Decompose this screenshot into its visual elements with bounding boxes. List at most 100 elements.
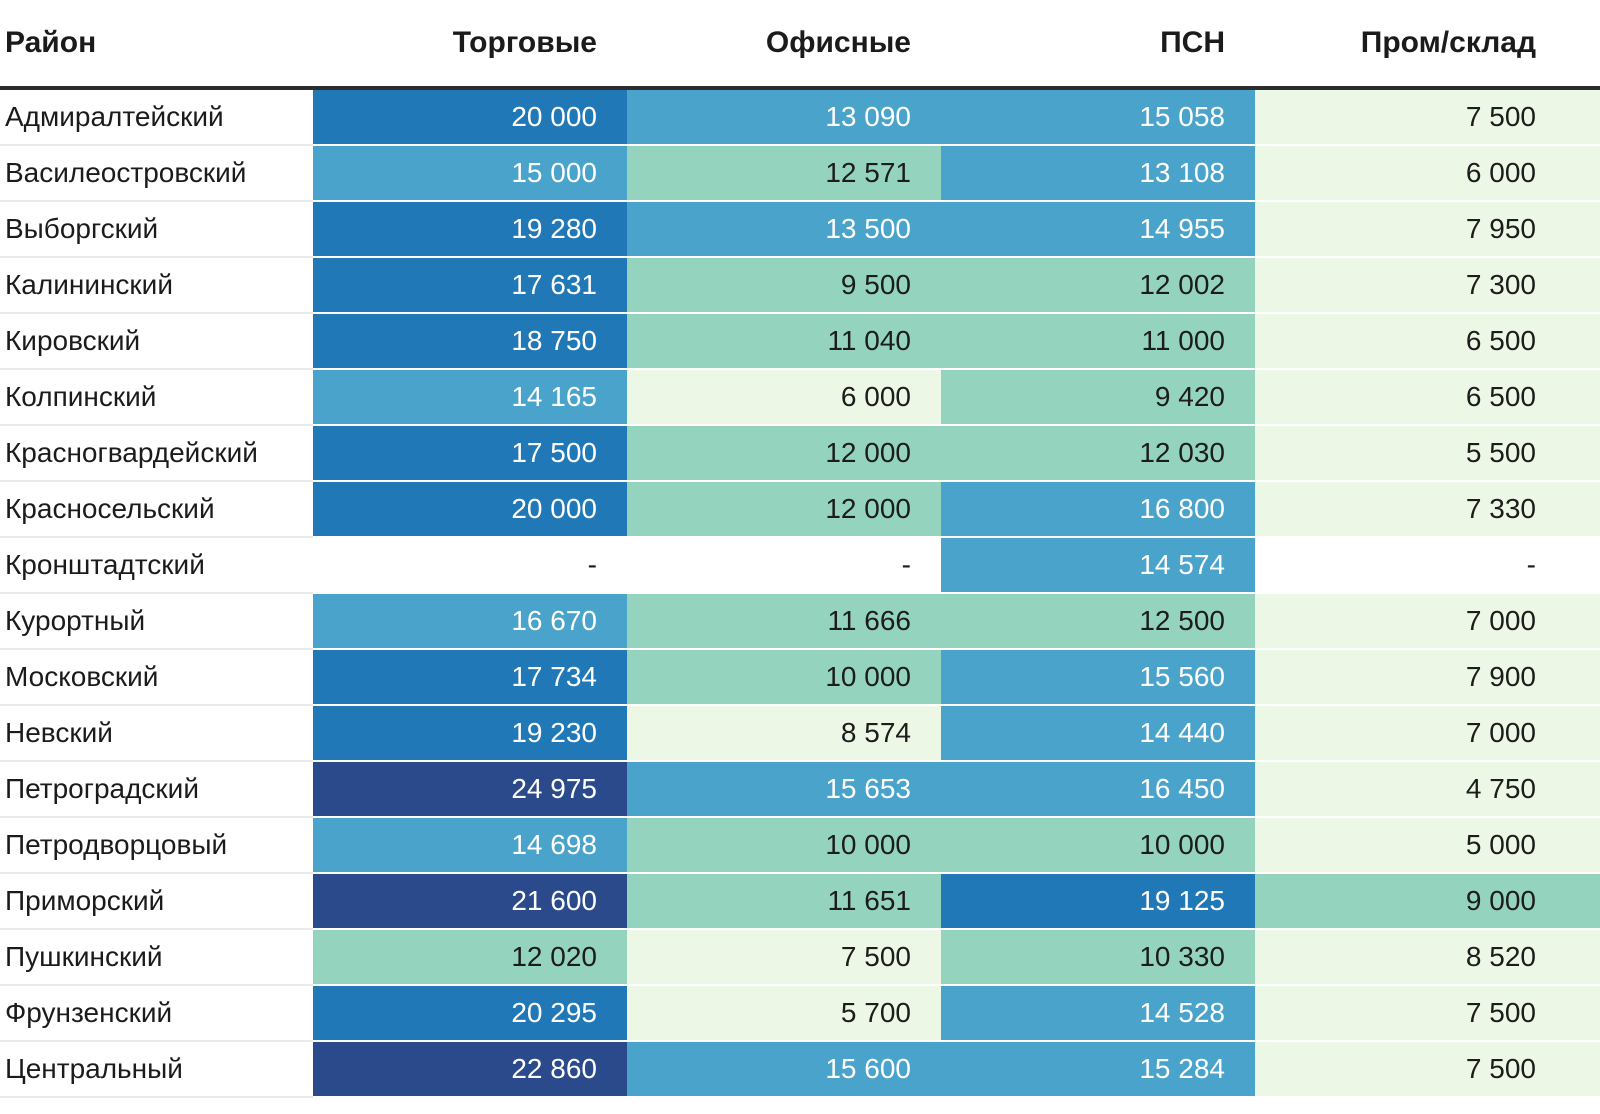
- district-label: Петроградский: [0, 762, 313, 818]
- table-row: Кронштадтский - - 14 574 -: [0, 538, 1600, 594]
- table-row: Петроградский 24 975 15 653 16 450 4 750: [0, 762, 1600, 818]
- value-cell-promsklad: 7 900: [1255, 650, 1600, 706]
- value-cell-torgovye: 20 000: [313, 482, 627, 538]
- table-row: Красногвардейский 17 500 12 000 12 030 5…: [0, 426, 1600, 482]
- column-header-promsklad: Пром/склад: [1255, 0, 1600, 90]
- district-label: Курортный: [0, 594, 313, 650]
- value-cell-promsklad: 7 330: [1255, 482, 1600, 538]
- value-cell-promsklad: 7 000: [1255, 594, 1600, 650]
- value-cell-promsklad: 8 520: [1255, 930, 1600, 986]
- district-label: Московский: [0, 650, 313, 706]
- district-label: Калининский: [0, 258, 313, 314]
- column-header-district: Район: [0, 0, 313, 90]
- value-cell-promsklad: 7 500: [1255, 1042, 1600, 1098]
- table-body: Адмиралтейский 20 000 13 090 15 058 7 50…: [0, 90, 1600, 1098]
- district-label: Невский: [0, 706, 313, 762]
- district-label: Пушкинский: [0, 930, 313, 986]
- table-row: Калининский 17 631 9 500 12 002 7 300: [0, 258, 1600, 314]
- value-cell-ofisnye: -: [627, 538, 941, 594]
- value-cell-promsklad: 9 000: [1255, 874, 1600, 930]
- value-cell-torgovye: 14 698: [313, 818, 627, 874]
- value-cell-ofisnye: 6 000: [627, 370, 941, 426]
- value-cell-psn: 15 560: [941, 650, 1255, 706]
- value-cell-torgovye: 20 295: [313, 986, 627, 1042]
- value-cell-promsklad: 7 000: [1255, 706, 1600, 762]
- table-row: Колпинский 14 165 6 000 9 420 6 500: [0, 370, 1600, 426]
- value-cell-torgovye: 22 860: [313, 1042, 627, 1098]
- district-label: Кронштадтский: [0, 538, 313, 594]
- value-cell-psn: 19 125: [941, 874, 1255, 930]
- value-cell-ofisnye: 13 090: [627, 90, 941, 146]
- district-label: Приморский: [0, 874, 313, 930]
- district-label: Адмиралтейский: [0, 90, 313, 146]
- district-label: Центральный: [0, 1042, 313, 1098]
- value-cell-torgovye: 17 734: [313, 650, 627, 706]
- table-row: Курортный 16 670 11 666 12 500 7 000: [0, 594, 1600, 650]
- value-cell-psn: 15 058: [941, 90, 1255, 146]
- value-cell-psn: 14 528: [941, 986, 1255, 1042]
- value-cell-psn: 12 500: [941, 594, 1255, 650]
- value-cell-psn: 13 108: [941, 146, 1255, 202]
- value-cell-torgovye: 15 000: [313, 146, 627, 202]
- value-cell-torgovye: 17 631: [313, 258, 627, 314]
- value-cell-promsklad: 6 500: [1255, 370, 1600, 426]
- value-cell-psn: 10 000: [941, 818, 1255, 874]
- table-row: Невский 19 230 8 574 14 440 7 000: [0, 706, 1600, 762]
- value-cell-psn: 11 000: [941, 314, 1255, 370]
- table-row: Фрунзенский 20 295 5 700 14 528 7 500: [0, 986, 1600, 1042]
- value-cell-promsklad: 7 500: [1255, 986, 1600, 1042]
- header-row: Район Торговые Офисные ПСН Пром/склад: [0, 0, 1600, 90]
- district-label: Петродворцовый: [0, 818, 313, 874]
- table-row: Адмиралтейский 20 000 13 090 15 058 7 50…: [0, 90, 1600, 146]
- value-cell-ofisnye: 11 666: [627, 594, 941, 650]
- value-cell-psn: 14 955: [941, 202, 1255, 258]
- district-label: Кировский: [0, 314, 313, 370]
- value-cell-ofisnye: 5 700: [627, 986, 941, 1042]
- value-cell-torgovye: 19 280: [313, 202, 627, 258]
- value-cell-promsklad: 6 000: [1255, 146, 1600, 202]
- value-cell-psn: 12 002: [941, 258, 1255, 314]
- table-row: Выборгский 19 280 13 500 14 955 7 950: [0, 202, 1600, 258]
- table-row: Приморский 21 600 11 651 19 125 9 000: [0, 874, 1600, 930]
- value-cell-torgovye: 12 020: [313, 930, 627, 986]
- value-cell-ofisnye: 10 000: [627, 650, 941, 706]
- column-header-ofisnye: Офисные: [627, 0, 941, 90]
- table-row: Московский 17 734 10 000 15 560 7 900: [0, 650, 1600, 706]
- value-cell-torgovye: 24 975: [313, 762, 627, 818]
- value-cell-promsklad: 7 500: [1255, 90, 1600, 146]
- value-cell-promsklad: 6 500: [1255, 314, 1600, 370]
- district-label: Колпинский: [0, 370, 313, 426]
- value-cell-torgovye: 20 000: [313, 90, 627, 146]
- column-header-psn: ПСН: [941, 0, 1255, 90]
- value-cell-ofisnye: 8 574: [627, 706, 941, 762]
- table-row: Центральный 22 860 15 600 15 284 7 500: [0, 1042, 1600, 1098]
- value-cell-promsklad: 5 500: [1255, 426, 1600, 482]
- value-cell-ofisnye: 9 500: [627, 258, 941, 314]
- value-cell-torgovye: 18 750: [313, 314, 627, 370]
- value-cell-psn: 16 800: [941, 482, 1255, 538]
- value-cell-psn: 9 420: [941, 370, 1255, 426]
- value-cell-ofisnye: 12 000: [627, 482, 941, 538]
- value-cell-ofisnye: 11 651: [627, 874, 941, 930]
- district-label: Василеостровский: [0, 146, 313, 202]
- table-row: Пушкинский 12 020 7 500 10 330 8 520: [0, 930, 1600, 986]
- value-cell-ofisnye: 12 571: [627, 146, 941, 202]
- value-cell-psn: 14 440: [941, 706, 1255, 762]
- value-cell-psn: 10 330: [941, 930, 1255, 986]
- value-cell-torgovye: -: [313, 538, 627, 594]
- table-row: Петродворцовый 14 698 10 000 10 000 5 00…: [0, 818, 1600, 874]
- value-cell-torgovye: 19 230: [313, 706, 627, 762]
- table-header: Район Торговые Офисные ПСН Пром/склад: [0, 0, 1600, 90]
- table-row: Василеостровский 15 000 12 571 13 108 6 …: [0, 146, 1600, 202]
- value-cell-ofisnye: 13 500: [627, 202, 941, 258]
- value-cell-ofisnye: 15 600: [627, 1042, 941, 1098]
- value-cell-ofisnye: 10 000: [627, 818, 941, 874]
- value-cell-ofisnye: 12 000: [627, 426, 941, 482]
- column-header-torgovye: Торговые: [313, 0, 627, 90]
- district-label: Выборгский: [0, 202, 313, 258]
- value-cell-torgovye: 21 600: [313, 874, 627, 930]
- value-cell-torgovye: 17 500: [313, 426, 627, 482]
- value-cell-torgovye: 14 165: [313, 370, 627, 426]
- district-label: Красносельский: [0, 482, 313, 538]
